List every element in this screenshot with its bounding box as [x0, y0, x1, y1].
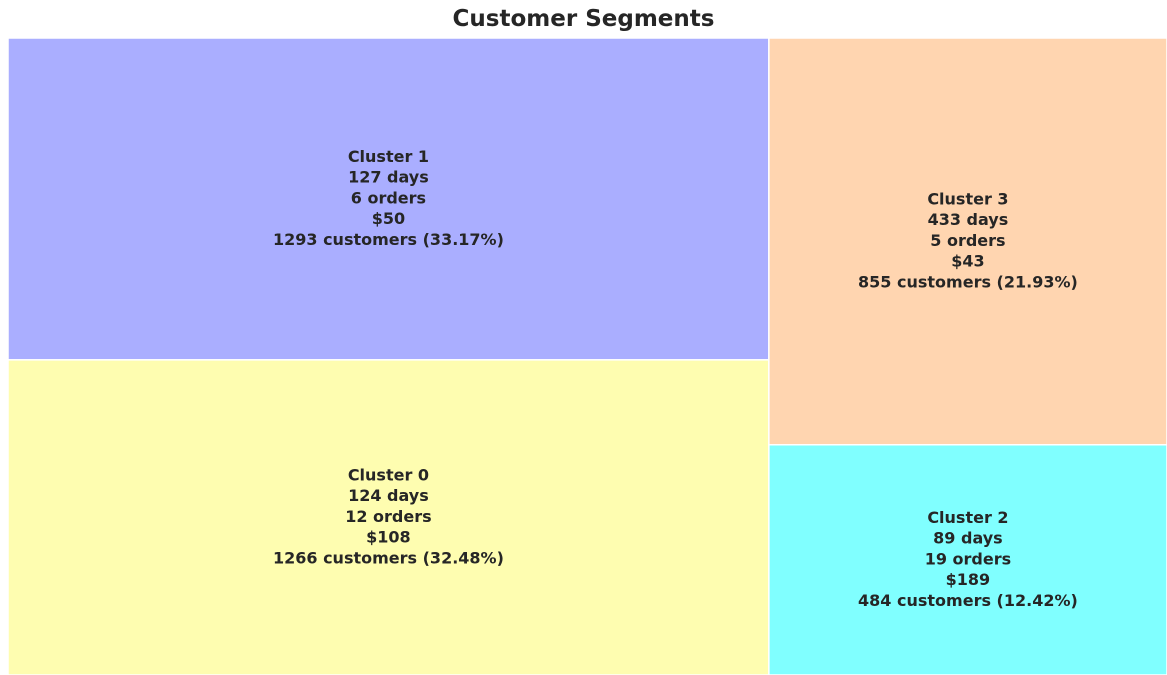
- cell-name-cluster-0: Cluster 0: [348, 465, 429, 484]
- cell-recency-cluster-2: 89 days: [933, 529, 1003, 548]
- treemap-rect-cluster-0: [7, 359, 770, 675]
- cell-recency-cluster-3: 433 days: [928, 210, 1009, 229]
- cell-name-cluster-2: Cluster 2: [927, 508, 1008, 527]
- treemap-rect-cluster-2: [768, 443, 1167, 675]
- cell-frequency-cluster-2: 19 orders: [925, 549, 1011, 568]
- treemap-cell-cluster-0: Cluster 0 124 days 12 orders $108 1266 custo…: [7, 359, 770, 675]
- cell-name-cluster-1: Cluster 1: [348, 147, 429, 166]
- treemap-rect-cluster-1: [7, 37, 770, 361]
- cell-customers-cluster-2: 484 customers (12.42%): [858, 591, 1078, 610]
- cell-monetary-cluster-2: $189: [946, 570, 991, 589]
- cell-frequency-cluster-0: 12 orders: [345, 507, 431, 526]
- cell-frequency-cluster-1: 6 orders: [351, 188, 426, 207]
- cell-frequency-cluster-3: 5 orders: [930, 231, 1005, 250]
- cell-recency-cluster-0: 124 days: [348, 486, 429, 505]
- treemap-rect-cluster-3: [768, 37, 1167, 446]
- cell-customers-cluster-3: 855 customers (21.93%): [858, 272, 1078, 291]
- cell-monetary-cluster-0: $108: [366, 528, 411, 547]
- chart-title: Customer Segments: [452, 6, 715, 32]
- cell-monetary-cluster-3: $43: [951, 252, 984, 271]
- cell-recency-cluster-1: 127 days: [348, 168, 429, 187]
- cell-customers-cluster-1: 1293 customers (33.17%): [273, 230, 504, 249]
- cell-customers-cluster-0: 1266 customers (32.48%): [273, 549, 504, 568]
- cell-name-cluster-3: Cluster 3: [927, 189, 1008, 208]
- cell-monetary-cluster-1: $50: [372, 209, 405, 228]
